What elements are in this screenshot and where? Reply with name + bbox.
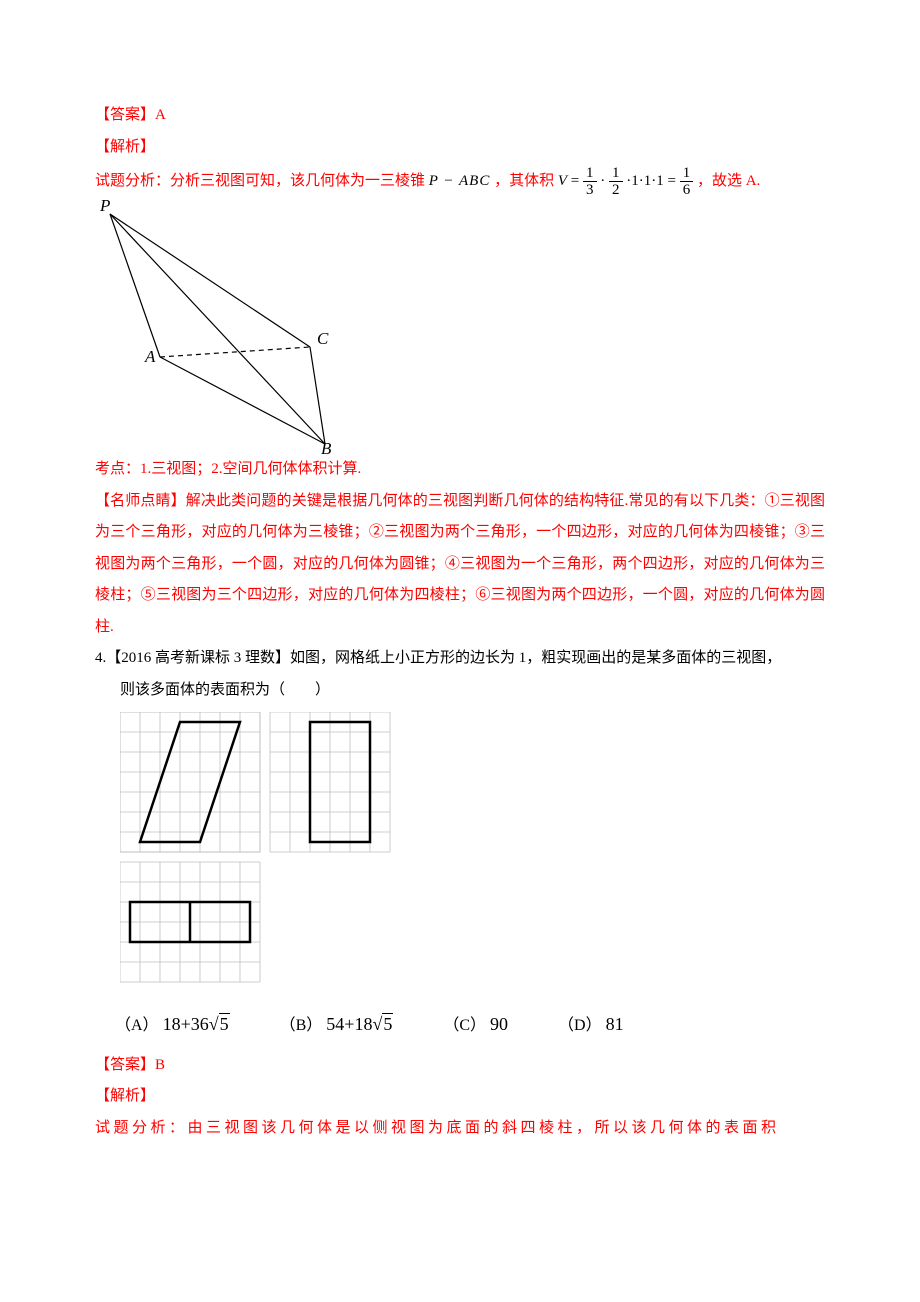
pyramid-svg: P A C B [95, 199, 375, 454]
answer-1: 【答案】A [95, 100, 825, 132]
opt-a-a: 18 [163, 1014, 181, 1034]
option-b: （B） 54+18 5 [280, 1006, 394, 1044]
frac-num: 1 [609, 165, 623, 183]
q4-num: 4. [95, 650, 106, 666]
mingshi: 【名师点睛】解决此类问题的关键是根据几何体的三视图判断几何体的结构特征.常见的有… [95, 486, 825, 644]
analysis-1-suffix: ，故选 A. [697, 173, 760, 189]
label-b: B [321, 439, 332, 454]
q4-stem2: 则该多面体的表面积为（ ） [95, 675, 825, 707]
question-4: 4.【2016 高考新课标 3 理数】如图，网格纸上小正方形的边长为 1，粗实现… [95, 643, 825, 675]
mingshi-open: 【名师点睛】 [95, 493, 186, 509]
analysis-1-mid: ，其体积 [494, 173, 554, 189]
frac-den: 3 [583, 182, 597, 199]
ones: ·1·1·1 = [626, 173, 679, 189]
frac-num: 1 [583, 165, 597, 183]
option-c: （C） 90 [443, 1006, 508, 1044]
eq-sign: = [571, 173, 583, 189]
opt-a-label: （A） [115, 1017, 159, 1034]
analysis-1-prefix: 试题分析：分析三视图可知，该几何体为一三棱锥 [95, 173, 425, 189]
opt-b-root: 5 [382, 1013, 393, 1034]
opt-d-val: 81 [606, 1014, 624, 1034]
analysis-1: 试题分析：分析三视图可知，该几何体为一三棱锥 P − ABC ，其体积 V = … [95, 163, 825, 199]
q4-source: 【2016 高考新课标 3 理数】 [106, 650, 290, 666]
pyramid-figure: P A C B [95, 199, 825, 454]
label-p: P [99, 199, 110, 215]
answer-2: 【答案】B [95, 1050, 825, 1082]
answer-2-label: 【答案】 [95, 1057, 155, 1073]
q4-stem: 如图，网格纸上小正方形的边长为 1，粗实现画出的是某多面体的三视图， [290, 650, 781, 666]
options-row: （A） 18+365 （B） 54+185 （C） 90 （D） 81 [95, 1006, 825, 1044]
answer-1-label: 【答案】 [95, 107, 155, 123]
jiexi-2: 【解析】 [95, 1081, 825, 1113]
frac-1-3: 13 [583, 165, 597, 199]
opt-b-a: 54 [326, 1014, 344, 1034]
opt-a-b: 36 [191, 1014, 209, 1034]
mingshi-body: 解决此类问题的关键是根据几何体的三视图判断几何体的结构特征.常见的有以下几类：①… [95, 493, 825, 635]
opt-b-b: 18 [354, 1014, 372, 1034]
opt-a-root: 5 [219, 1013, 230, 1034]
analysis-2: 试题分析：由三视图该几何体是以侧视图为底面的斜四棱柱，所以该几何体的表面积 [95, 1113, 825, 1145]
opt-c-val: 90 [490, 1014, 508, 1034]
option-a: （A） 18+36 5 [115, 1006, 230, 1044]
three-view-svg [120, 712, 400, 992]
opt-b-label: （B） [280, 1017, 323, 1034]
answer-2-value: B [155, 1057, 165, 1073]
jiexi-1: 【解析】 [95, 132, 825, 164]
frac-den: 6 [680, 182, 694, 199]
kaodian: 考点：1.三视图；2.空间几何体体积计算. [95, 454, 825, 486]
frac-den: 2 [609, 182, 623, 199]
opt-b-plus: + [344, 1014, 354, 1034]
frac-num: 1 [680, 165, 694, 183]
formula-v: V [558, 173, 567, 189]
option-d: （D） 81 [558, 1006, 624, 1044]
label-c: C [317, 329, 329, 348]
frac-1-2: 12 [609, 165, 623, 199]
opt-a-plus: + [181, 1014, 191, 1034]
opt-c-label: （C） [443, 1017, 486, 1034]
label-a: A [144, 347, 156, 366]
frac-1-6: 16 [680, 165, 694, 199]
three-view-figure [95, 712, 825, 992]
opt-d-label: （D） [558, 1017, 602, 1034]
dot-1: · [600, 173, 605, 189]
answer-1-value: A [155, 107, 166, 123]
formula-pabc: P − ABC [429, 173, 491, 189]
